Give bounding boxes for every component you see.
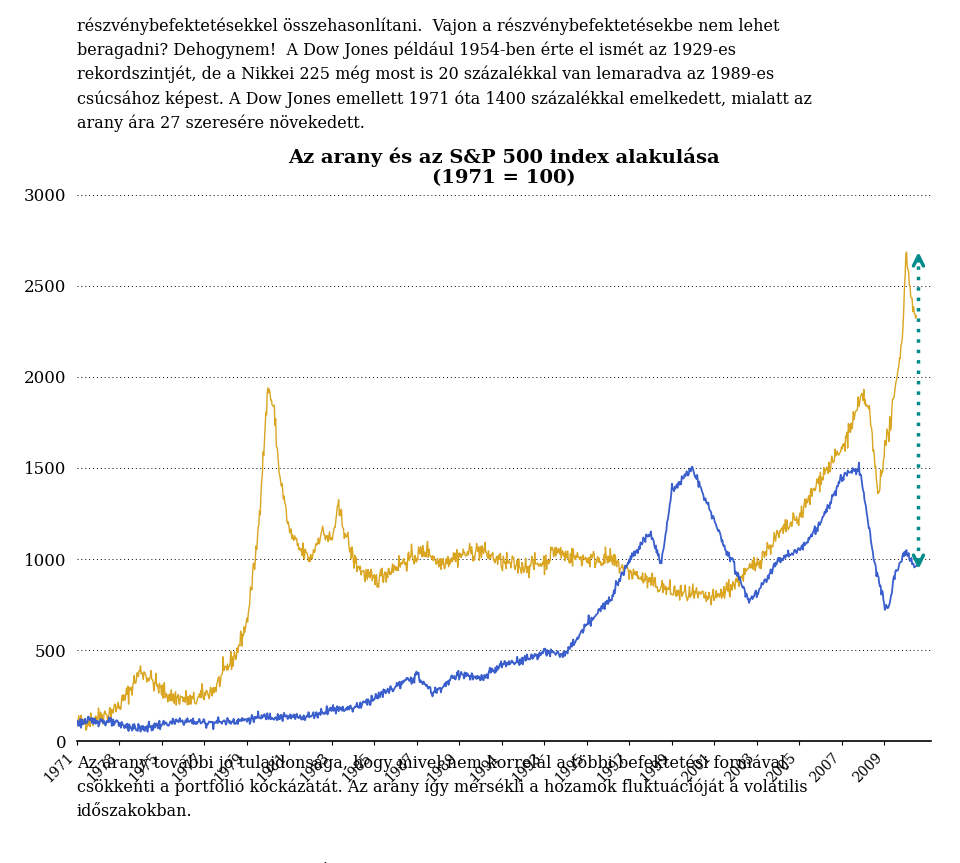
Arany USD/troy uncia (911, 311, 923, 321)
Arany USD/troy uncia (530, 559, 541, 570)
Arany USD/troy uncia (71, 715, 83, 726)
Line: S&P 500: S&P 500 (77, 463, 917, 732)
Line: Arany USD/troy uncia: Arany USD/troy uncia (77, 252, 917, 730)
Arany USD/troy uncia (80, 725, 91, 735)
S&P 500 (530, 649, 541, 659)
Arany USD/troy uncia (513, 553, 524, 564)
S&P 500 (142, 727, 154, 737)
S&P 500 (354, 697, 366, 708)
S&P 500 (71, 721, 83, 731)
Text: részvénybefektetésekkel összehasonlítani.  Vajon a részvénybefektetésekbe nem le: részvénybefektetésekkel összehasonlítani… (77, 17, 812, 132)
Text: Forrás: Erste Group Research: Forrás: Erste Group Research (285, 861, 517, 863)
Title: Az arany és az S&P 500 index alakulása
(1971 = 100): Az arany és az S&P 500 index alakulása (… (288, 148, 720, 187)
S&P 500 (853, 457, 865, 468)
Arany USD/troy uncia (183, 699, 195, 709)
S&P 500 (213, 715, 225, 726)
Arany USD/troy uncia (900, 247, 912, 257)
S&P 500 (183, 716, 195, 727)
Legend: Arany USD/troy uncia, S&P 500: Arany USD/troy uncia, S&P 500 (84, 861, 450, 863)
Arany USD/troy uncia (213, 671, 225, 682)
S&P 500 (513, 656, 524, 666)
S&P 500 (436, 683, 447, 694)
Arany USD/troy uncia (354, 561, 366, 571)
Text: Az arany további jó tulajdonsága, hogy mivel nem korrelál a többi befektetési fo: Az arany további jó tulajdonsága, hogy m… (77, 754, 807, 820)
S&P 500 (911, 561, 923, 571)
Arany USD/troy uncia (436, 554, 447, 564)
